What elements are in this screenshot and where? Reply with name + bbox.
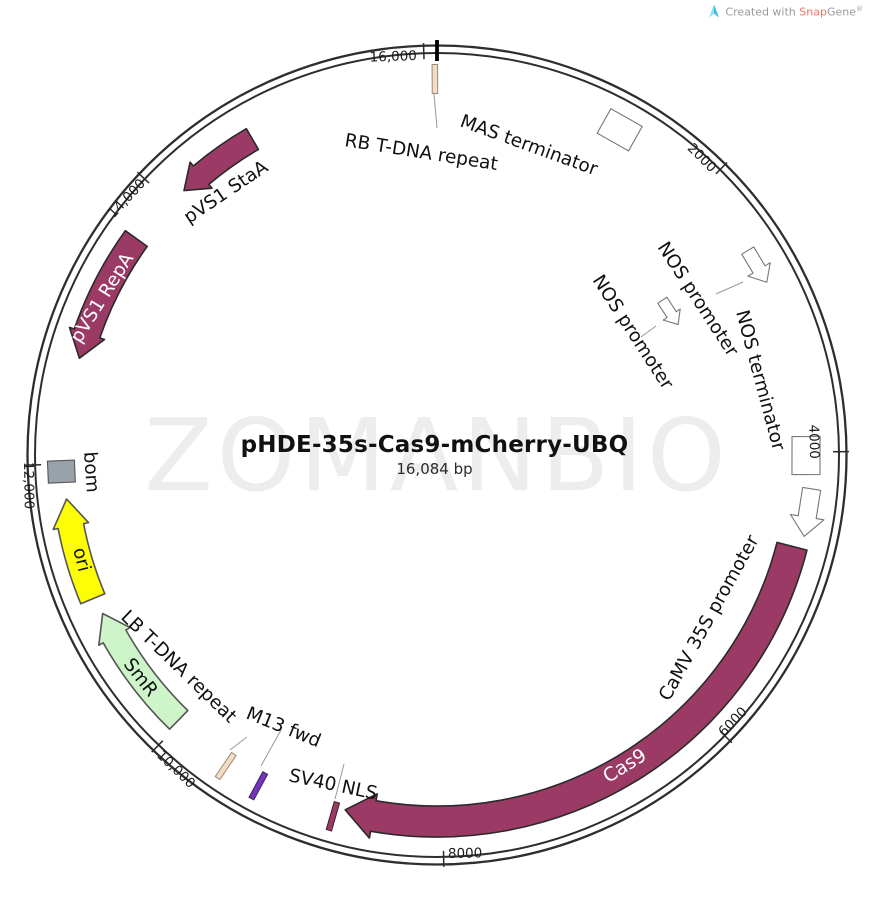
leader-line-rb-tdna-repeat: [433, 93, 438, 129]
feature-bom[interactable]: [46, 459, 76, 484]
feature-camv-35s-promoter[interactable]: [787, 486, 828, 539]
feature-smr[interactable]: [98, 612, 189, 730]
feature-ori[interactable]: [52, 498, 106, 605]
feature-m13-fwd[interactable]: [248, 771, 269, 801]
feature-label-sv40-nls[interactable]: SV40 NLS: [287, 765, 379, 804]
leader-line-nos-promoter-1: [640, 325, 657, 338]
tick-label-2000: 2000: [684, 140, 720, 176]
tick-mark-10000: [151, 740, 164, 753]
watermark: ZOMANBIO: [144, 397, 730, 514]
credit-brand-gene: Gene: [826, 5, 856, 19]
tick-mark-14000: [136, 171, 150, 184]
tick-label-14000: 14,000: [105, 176, 149, 221]
leader-line-sv40-nls: [334, 763, 345, 800]
tick-label-8000: 8000: [448, 845, 483, 862]
feature-cas9[interactable]: [344, 541, 808, 839]
leader-line-m13-fwd: [260, 729, 282, 767]
tick-mark-16000: [422, 43, 425, 60]
tick-mark-2000: [715, 161, 728, 175]
feature-pvs1-repa[interactable]: [68, 229, 148, 359]
feature-label-nos-promoter-1[interactable]: NOS promoter: [588, 271, 678, 393]
feature-lb-tdna-repeat[interactable]: [214, 751, 237, 781]
tick-label-12000: 12,000: [20, 462, 37, 510]
feature-nos-terminator[interactable]: [791, 436, 821, 476]
credit-text: Created with SnapGene®: [725, 4, 863, 19]
feature-mas-terminator[interactable]: [596, 108, 643, 152]
tick-label-16000: 16,000: [369, 48, 417, 66]
tick-mark-6000: [719, 730, 733, 744]
feature-label-nos-terminator[interactable]: NOS terminator: [731, 308, 789, 453]
feature-sv40-nls[interactable]: [325, 800, 341, 832]
feature-rb-tdna-repeat[interactable]: [431, 63, 439, 95]
feature-nos-promoter-2[interactable]: [737, 244, 778, 289]
snapgene-credit: Created with SnapGene®: [708, 4, 863, 19]
snapgene-logo-icon: [709, 4, 720, 18]
registered-mark: ®: [856, 4, 863, 13]
leader-line-nos-promoter-2: [715, 281, 744, 295]
feature-label-bom[interactable]: bom: [79, 451, 103, 493]
tick-label-4000: 4000: [805, 424, 822, 459]
feature-nos-promoter-1[interactable]: [654, 295, 687, 330]
feature-label-m13-fwd[interactable]: M13 fwd: [243, 703, 324, 752]
tick-label-10000: 10,000: [153, 747, 198, 791]
credit-brand-snap: Snap: [799, 5, 827, 19]
leader-line-lb-tdna-repeat: [229, 736, 248, 751]
feature-pvs1-staa[interactable]: [183, 127, 260, 192]
